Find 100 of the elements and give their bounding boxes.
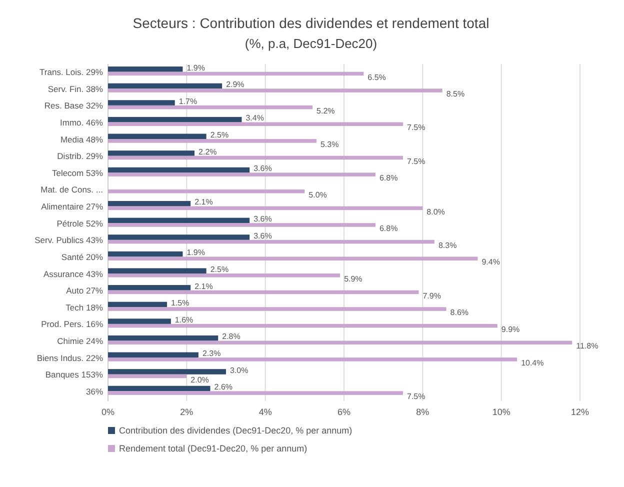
x-tick-label: 8% bbox=[416, 407, 430, 417]
data-label: 1.5% bbox=[171, 298, 190, 308]
data-label: 9.4% bbox=[482, 258, 500, 267]
bar bbox=[108, 189, 305, 194]
bar bbox=[108, 240, 434, 244]
y-tick-label: Distrib. 29% bbox=[57, 151, 104, 162]
bar bbox=[108, 369, 226, 374]
data-label: 6.8% bbox=[379, 174, 398, 183]
data-label: 3.6% bbox=[254, 214, 272, 224]
data-label: 8.5% bbox=[446, 90, 465, 99]
bar bbox=[108, 274, 340, 278]
data-label: 11.8% bbox=[576, 342, 598, 351]
bar bbox=[108, 134, 206, 140]
bar bbox=[108, 391, 403, 395]
y-tick-label: Chimie 24% bbox=[57, 336, 104, 346]
bar bbox=[108, 223, 376, 227]
data-label: 2.2% bbox=[198, 147, 217, 156]
bar bbox=[108, 358, 518, 362]
data-label: 5.9% bbox=[344, 274, 362, 284]
data-label: 3.0% bbox=[230, 366, 248, 375]
data-label: 10.4% bbox=[521, 358, 544, 368]
x-tick-label: 0% bbox=[101, 407, 115, 417]
data-label: 5.0% bbox=[308, 190, 327, 200]
data-label: 2.1% bbox=[194, 198, 213, 207]
data-label: 1.9% bbox=[186, 63, 205, 72]
bar bbox=[108, 324, 498, 328]
legend-label: Rendement total (Dec91-Dec20, % per annum) bbox=[119, 443, 308, 454]
data-label: 3.6% bbox=[254, 231, 272, 240]
y-tick-label: Telecom 53% bbox=[52, 168, 104, 178]
data-label: 3.4% bbox=[246, 114, 264, 123]
y-tick-label: Prod. Pers. 16% bbox=[41, 319, 104, 330]
y-tick-label: Res. Base 32% bbox=[44, 100, 104, 111]
y-tick-label: 36% bbox=[86, 386, 104, 396]
bar bbox=[108, 122, 403, 126]
data-label: 2.8% bbox=[222, 332, 240, 342]
y-tick-label: Biens Indus. 22% bbox=[36, 352, 104, 363]
y-tick-label: Immo. 46% bbox=[60, 118, 104, 128]
data-label: 8.0% bbox=[426, 207, 445, 216]
bar bbox=[108, 172, 376, 176]
data-label: 9.9% bbox=[501, 324, 520, 334]
y-tick-label: Pétrole 52% bbox=[56, 218, 104, 228]
bar bbox=[108, 251, 183, 257]
bar bbox=[108, 116, 242, 122]
bar bbox=[108, 200, 191, 206]
x-tick-label: 12% bbox=[570, 407, 590, 417]
data-label: 6.5% bbox=[368, 72, 386, 82]
bar bbox=[108, 100, 175, 106]
bar bbox=[108, 285, 191, 290]
data-label: 5.3% bbox=[320, 140, 339, 150]
data-label: 2.5% bbox=[210, 264, 229, 274]
data-label: 8.6% bbox=[450, 308, 468, 318]
y-tick-label: Mat. de Cons. ... bbox=[40, 184, 103, 195]
bar bbox=[108, 302, 167, 308]
data-label: 7.5% bbox=[407, 123, 426, 132]
x-tick-label: 4% bbox=[258, 407, 272, 417]
chart-subtitle: (%, p.a, Dec91-Dec20) bbox=[244, 36, 378, 51]
data-label: 1.7% bbox=[178, 96, 198, 106]
y-tick-label: Trans. Lois. 29% bbox=[40, 67, 104, 78]
x-tick-label: 6% bbox=[337, 407, 351, 417]
data-label: 2.3% bbox=[202, 349, 221, 358]
bar bbox=[108, 352, 198, 358]
y-tick-label: Santé 20% bbox=[61, 252, 104, 262]
bar bbox=[108, 105, 313, 110]
bar bbox=[108, 386, 210, 392]
chart-title: Secteurs : Contribution des dividendes et rendement total bbox=[132, 15, 490, 31]
bar bbox=[108, 83, 222, 89]
bar bbox=[108, 318, 171, 324]
y-tick-label: Auto 27% bbox=[66, 286, 104, 296]
bar bbox=[108, 290, 419, 294]
y-tick-label: Tech 18% bbox=[66, 302, 104, 312]
x-tick-label: 10% bbox=[492, 407, 510, 417]
bar bbox=[108, 268, 206, 274]
legend-label: Contribution des dividendes (Dec91-Dec20, % per annum) bbox=[119, 425, 352, 436]
x-tick-label: 2% bbox=[180, 407, 194, 417]
y-tick-label: Assurance 43% bbox=[43, 268, 104, 279]
data-label: 6.8% bbox=[379, 224, 398, 234]
data-label: 7.5% bbox=[407, 156, 426, 166]
data-label: 1.6% bbox=[174, 315, 194, 324]
data-label: 7.5% bbox=[407, 392, 426, 402]
data-label: 2.6% bbox=[214, 382, 232, 392]
y-tick-label: Alimentaire 27% bbox=[41, 202, 104, 212]
bar bbox=[108, 139, 316, 143]
bar bbox=[108, 150, 195, 156]
bar bbox=[108, 206, 423, 210]
bar bbox=[108, 256, 478, 260]
bar bbox=[108, 234, 250, 240]
y-tick-label: Serv. Publics 43% bbox=[34, 235, 104, 246]
bar bbox=[108, 374, 187, 378]
bar bbox=[108, 88, 442, 92]
bar bbox=[108, 156, 403, 160]
data-label: 3.6% bbox=[254, 164, 272, 174]
y-tick-label: Media 48% bbox=[60, 134, 104, 144]
bar bbox=[108, 72, 364, 76]
bar bbox=[108, 66, 183, 72]
data-label: 7.9% bbox=[422, 291, 441, 300]
data-label: 5.2% bbox=[316, 106, 335, 116]
bar bbox=[108, 218, 250, 224]
data-label: 2.0% bbox=[190, 375, 209, 384]
data-label: 2.9% bbox=[226, 80, 244, 90]
bar bbox=[108, 167, 250, 173]
